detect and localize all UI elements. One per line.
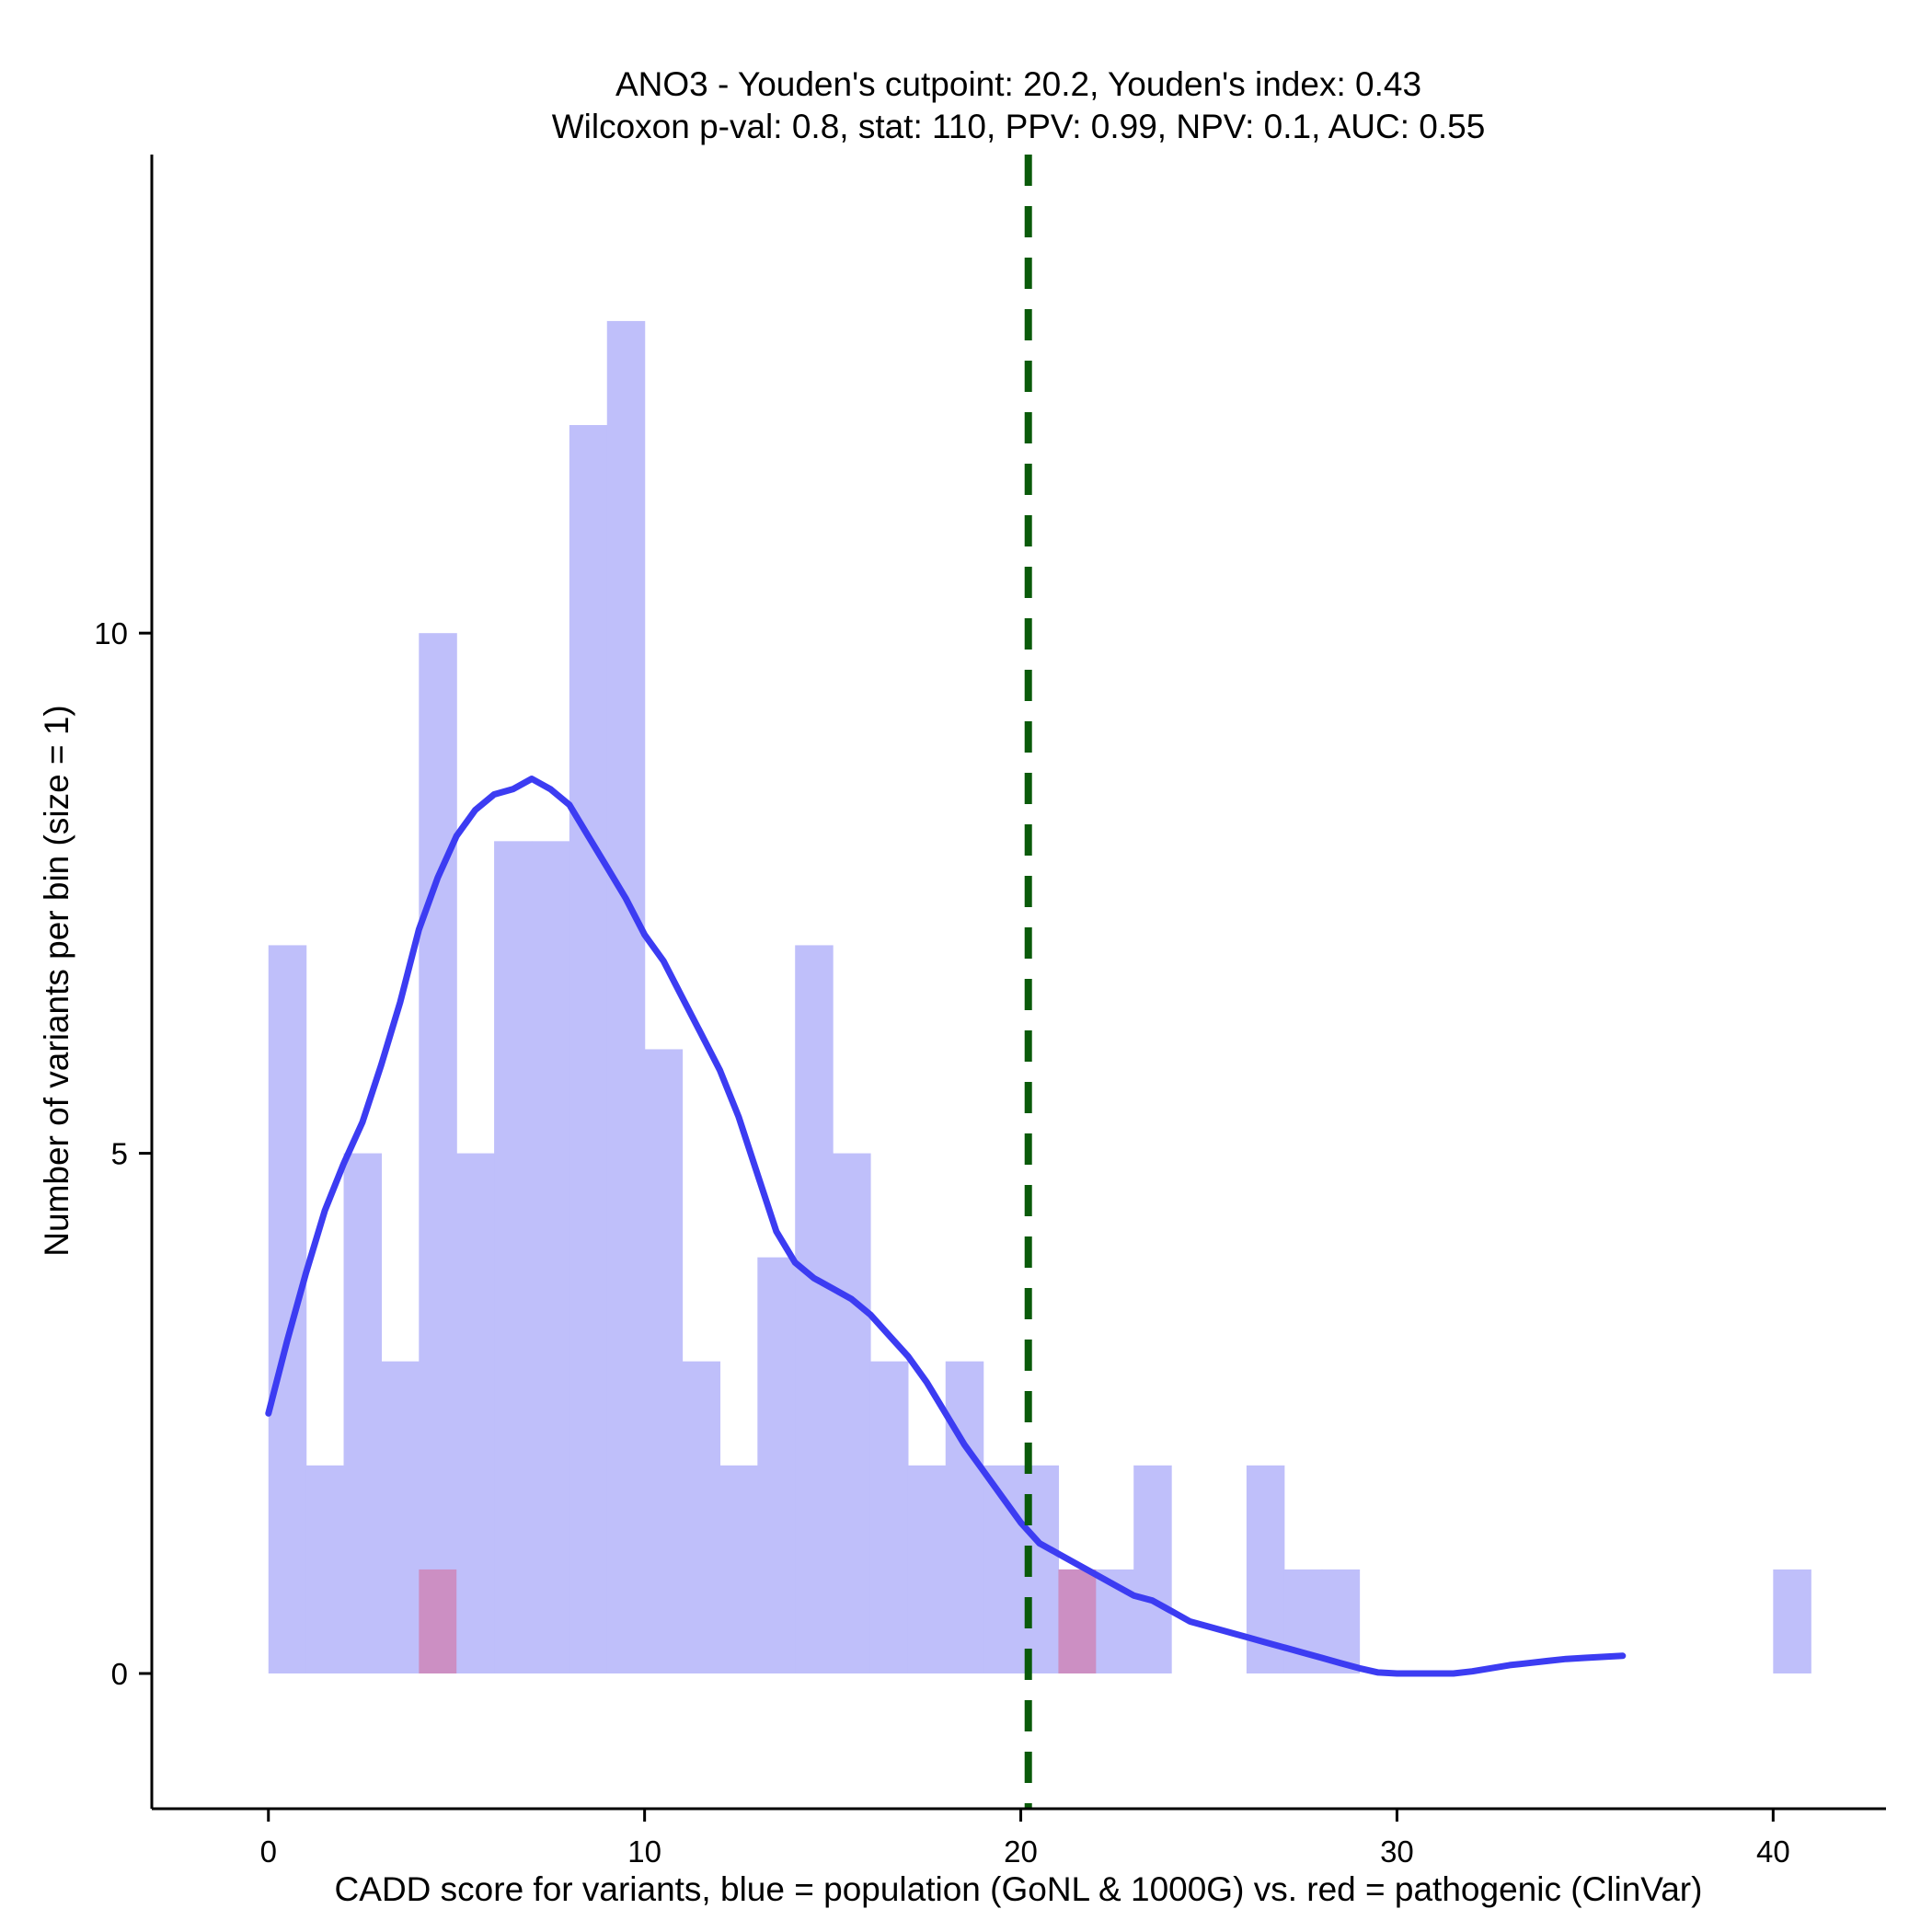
- population-bar-6: [494, 841, 533, 1673]
- density-curve: [265, 776, 1627, 1677]
- population-bar-3: [381, 1361, 420, 1673]
- x-tick-label-40: 40: [1756, 1834, 1790, 1869]
- population-bar-12: [719, 1465, 758, 1673]
- population-bar-9: [606, 320, 646, 1673]
- x-tick-label-0: 0: [260, 1834, 277, 1869]
- x-tick-label-20: 20: [1004, 1834, 1038, 1869]
- x-axis-label: CADD score for variants, blue = populati…: [335, 1870, 1703, 1908]
- population-bar-15: [833, 1153, 871, 1673]
- y-tick-label-10: 10: [94, 616, 128, 650]
- x-tick-label-10: 10: [627, 1834, 661, 1869]
- population-bar-4: [419, 633, 457, 1673]
- population-bar-16: [869, 1361, 909, 1673]
- x-tick-label-30: 30: [1380, 1834, 1414, 1869]
- x-axis-ticks: 0 10 20 30 40: [260, 1809, 1790, 1869]
- chart-title-line2: Wilcoxon p-val: 0.8, stat: 110, PPV: 0.9…: [552, 108, 1486, 145]
- population-bars: [268, 320, 1811, 1673]
- population-bar-23: [1133, 1465, 1172, 1673]
- y-axis-label: Number of variants per bin (size = 1): [38, 705, 75, 1256]
- population-bar-18: [945, 1361, 984, 1673]
- pathogenic-bar-21: [1058, 1569, 1097, 1673]
- population-bar-2: [343, 1153, 383, 1673]
- population-bar-1: [305, 1465, 345, 1673]
- population-bar-40: [1773, 1569, 1811, 1673]
- population-bar-11: [682, 1361, 721, 1673]
- population-bar-0: [268, 945, 307, 1673]
- y-axis-ticks: 0 5 10: [94, 616, 152, 1691]
- population-bar-10: [644, 1049, 684, 1673]
- population-bar-14: [795, 945, 834, 1673]
- population-bar-8: [569, 425, 608, 1673]
- population-bar-28: [1321, 1569, 1361, 1673]
- population-bar-5: [456, 1153, 495, 1673]
- pathogenic-bars: [419, 1569, 1097, 1673]
- chart-title-line1: ANO3 - Youden's cutpoint: 20.2, Youden's…: [615, 65, 1421, 103]
- population-bar-13: [757, 1257, 796, 1673]
- y-tick-label-0: 0: [111, 1657, 128, 1691]
- y-tick-label-5: 5: [111, 1137, 128, 1171]
- population-bar-7: [531, 841, 570, 1673]
- pathogenic-bar-4: [419, 1569, 457, 1673]
- population-bar-17: [907, 1465, 947, 1673]
